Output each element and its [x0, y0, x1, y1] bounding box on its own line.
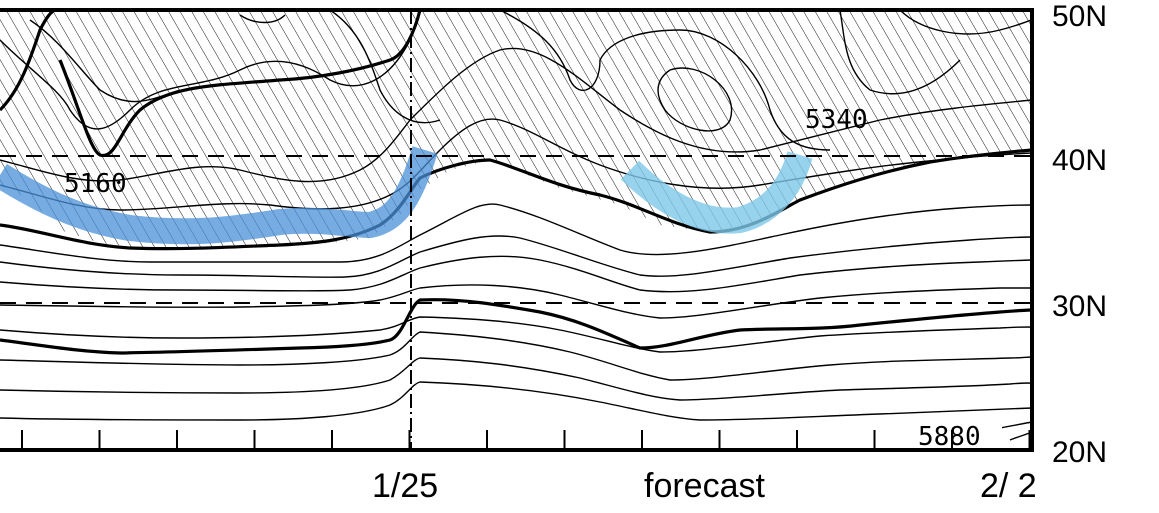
hatched-region: [0, 10, 1032, 249]
contour-label-5880-bg: [916, 424, 1002, 450]
contour-line: [499, 10, 831, 151]
trough-highlight-2: [620, 151, 813, 234]
contour-line: [0, 255, 1032, 293]
bold-contour-40n: [0, 148, 1032, 251]
contour-line: [0, 203, 1032, 263]
y-tick-label-40n: 40N: [1052, 144, 1107, 177]
x-axis-ticks: [21, 430, 1031, 450]
bold-contour-30n: [0, 298, 1032, 355]
contour-line: [0, 316, 1032, 353]
plot-frame: [0, 8, 1034, 452]
bold-contour-north: [0, 10, 422, 158]
contour-line: [0, 381, 1032, 421]
contour-line: [657, 67, 733, 132]
contour-line: [0, 47, 1032, 183]
contour-line: [0, 284, 1032, 319]
contour-line: [899, 10, 1032, 35]
contour-label-5340: 5340: [805, 105, 868, 135]
trough-highlight-1: [0, 146, 438, 245]
contour-line: [0, 331, 1032, 381]
contour-line: [0, 39, 411, 130]
contour-line: [29, 19, 181, 103]
contour-line: [0, 357, 1032, 401]
x-label-date-end: 2/ 2: [980, 467, 1037, 505]
contour-label-5880: 5880: [918, 422, 981, 452]
contour-line: [0, 235, 1032, 278]
contour-line: [239, 14, 286, 24]
x-label-date-start: 1/25: [372, 467, 438, 505]
northern-contours: [0, 10, 1032, 211]
y-tick-label-50n: 50N: [1052, 0, 1107, 33]
contour-line: [839, 10, 961, 95]
y-tick-label-20n: 20N: [1052, 436, 1107, 469]
contour-line: [329, 10, 441, 124]
contour-line: [0, 118, 1032, 211]
contour-label-5160: 5160: [64, 169, 127, 199]
x-label-forecast: forecast: [644, 467, 765, 505]
y-tick-label-30n: 30N: [1052, 290, 1107, 323]
